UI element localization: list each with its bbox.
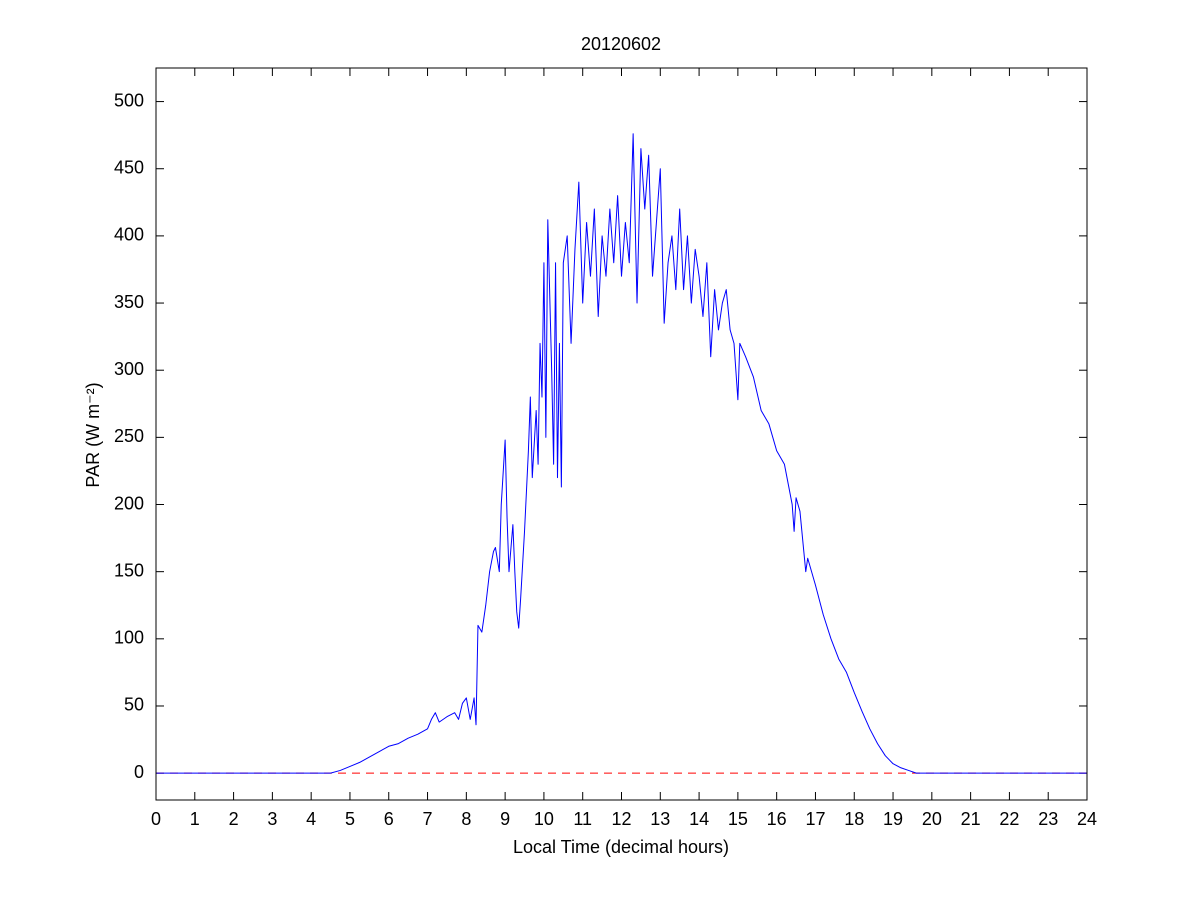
y-tick-label: 200: [114, 493, 144, 513]
x-tick-label: 24: [1077, 809, 1097, 829]
x-tick-label: 11: [573, 809, 592, 829]
x-tick-label: 2: [229, 809, 239, 829]
y-axis-label: PAR (W m⁻²): [83, 382, 103, 487]
x-tick-label: 5: [345, 809, 355, 829]
x-tick-label: 20: [922, 809, 942, 829]
x-tick-label: 16: [767, 809, 787, 829]
x-tick-label: 8: [461, 809, 471, 829]
y-tick-label: 250: [114, 426, 144, 446]
x-tick-label: 4: [306, 809, 316, 829]
x-tick-label: 18: [844, 809, 864, 829]
x-tick-label: 19: [883, 809, 903, 829]
x-tick-label: 17: [805, 809, 825, 829]
x-tick-label: 23: [1038, 809, 1058, 829]
x-tick-label: 14: [689, 809, 709, 829]
x-tick-label: 7: [423, 809, 433, 829]
y-tick-label: 150: [114, 560, 144, 580]
y-tick-label: 100: [114, 628, 144, 648]
y-tick-label: 500: [114, 90, 144, 110]
chart-title: 20120602: [581, 34, 661, 54]
x-tick-label: 6: [384, 809, 394, 829]
y-tick-label: 50: [124, 695, 144, 715]
x-axis-label: Local Time (decimal hours): [513, 837, 729, 857]
x-tick-label: 3: [267, 809, 277, 829]
x-tick-label: 1: [190, 809, 200, 829]
x-tick-label: 21: [961, 809, 981, 829]
plot-frame: [155, 67, 1088, 801]
y-tick-label: 0: [134, 762, 144, 782]
y-tick-label: 400: [114, 225, 144, 245]
y-tick-label: 450: [114, 157, 144, 177]
x-tick-label: 13: [650, 809, 670, 829]
x-tick-label: 10: [534, 809, 554, 829]
x-tick-label: 0: [151, 809, 161, 829]
data-line: [156, 133, 1087, 774]
x-tick-label: 15: [728, 809, 748, 829]
x-tick-label: 9: [500, 809, 510, 829]
y-tick-label: 350: [114, 292, 144, 312]
x-tick-label: 12: [611, 809, 631, 829]
y-tick-label: 300: [114, 359, 144, 379]
x-tick-label: 22: [999, 809, 1019, 829]
